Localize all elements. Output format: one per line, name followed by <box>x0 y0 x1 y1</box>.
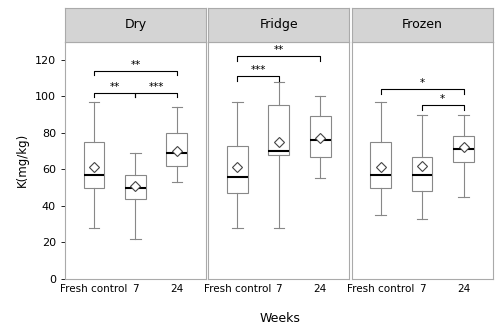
Text: **: ** <box>274 45 284 55</box>
PathPatch shape <box>268 106 289 155</box>
Text: *: * <box>420 78 424 88</box>
PathPatch shape <box>370 142 391 188</box>
Y-axis label: K(mg/kg): K(mg/kg) <box>16 133 30 187</box>
PathPatch shape <box>84 142 104 188</box>
Text: **: ** <box>110 82 120 92</box>
PathPatch shape <box>166 133 187 166</box>
Text: **: ** <box>130 60 140 70</box>
PathPatch shape <box>125 175 146 199</box>
PathPatch shape <box>453 136 474 162</box>
Text: ***: *** <box>148 82 164 92</box>
PathPatch shape <box>310 116 330 157</box>
Text: Dry: Dry <box>124 18 146 32</box>
PathPatch shape <box>227 145 248 193</box>
PathPatch shape <box>412 157 432 191</box>
Text: Fridge: Fridge <box>260 18 298 32</box>
Text: *: * <box>440 95 446 105</box>
Text: ***: *** <box>250 65 266 75</box>
Text: Weeks: Weeks <box>260 312 300 325</box>
Text: Frozen: Frozen <box>402 18 442 32</box>
